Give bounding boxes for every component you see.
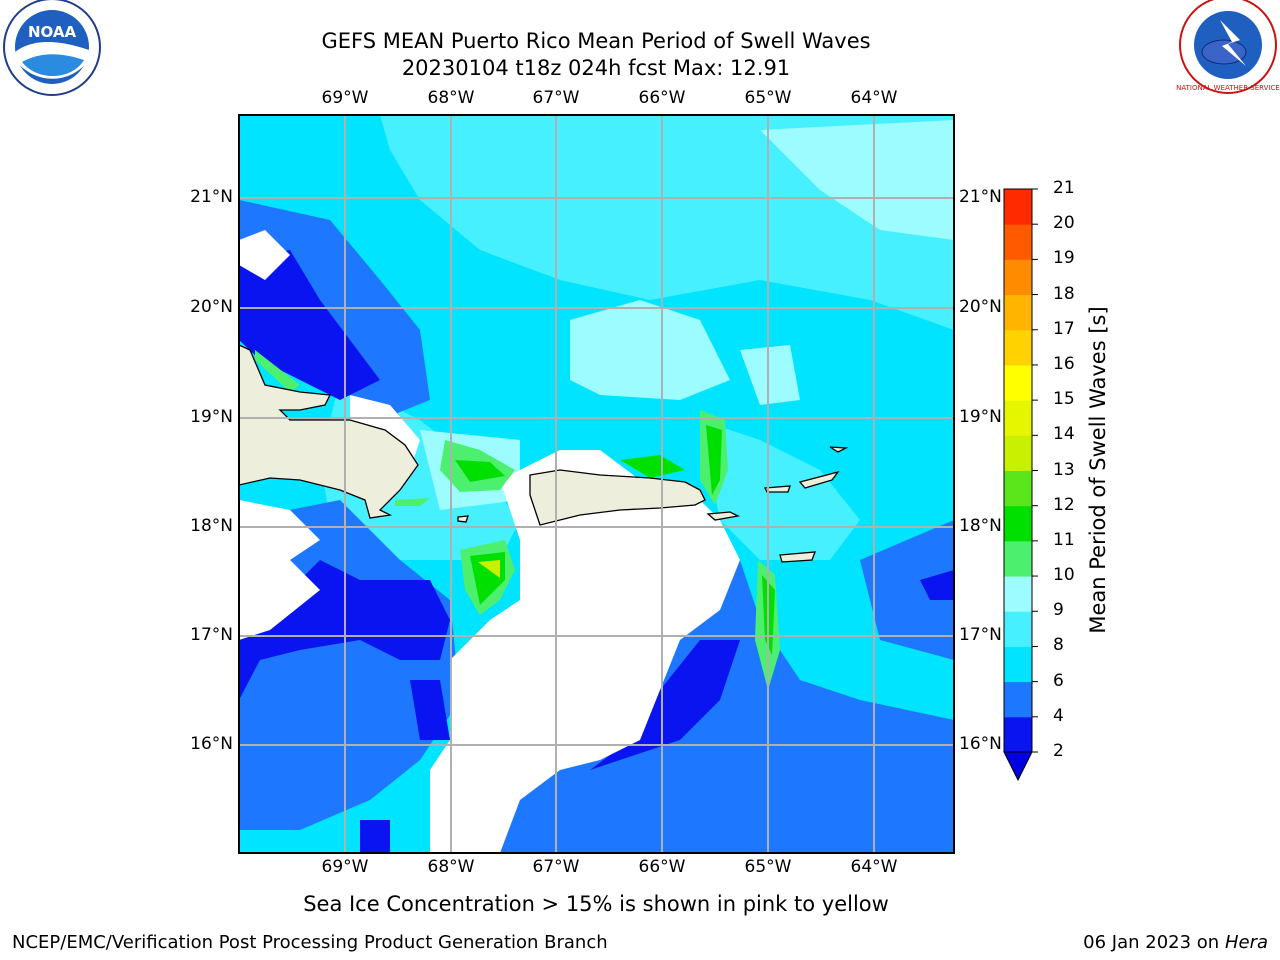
lat-label-right: 18°N xyxy=(959,516,1002,536)
colorbar-tick-label: 4 xyxy=(1053,705,1064,726)
swell-field-10s xyxy=(255,350,780,690)
colorbar-segment xyxy=(1004,435,1032,471)
sea-ice-note: Sea Ice Concentration > 15% is shown in … xyxy=(303,892,889,916)
mona-island xyxy=(457,515,469,523)
colorbar-segment xyxy=(1004,611,1032,647)
lon-label-top: 65°W xyxy=(744,88,792,108)
colorbar-tick-label: 2 xyxy=(1053,741,1064,761)
hispaniola xyxy=(239,344,419,519)
colorbar-segment xyxy=(1004,576,1032,612)
nws-logo-text: NATIONAL WEATHER SERVICE xyxy=(1176,84,1280,92)
colorbar-tick-label: 20 xyxy=(1053,213,1075,234)
colorbar-tick-label: 12 xyxy=(1053,494,1075,515)
colorbar xyxy=(1003,188,1038,782)
lon-label-top: 69°W xyxy=(321,88,369,108)
lat-label-right: 16°N xyxy=(959,734,1002,754)
lat-label-right: 17°N xyxy=(959,625,1002,645)
colorbar-segment xyxy=(1004,505,1032,542)
map-frame xyxy=(238,114,955,854)
noaa-logo-text: NOAA xyxy=(28,23,77,41)
colorbar-segment xyxy=(1004,646,1032,683)
colorbar-segment xyxy=(1004,681,1032,718)
lon-label-bottom: 65°W xyxy=(744,857,792,877)
chart-subtitle: 20230104 t18z 024h fcst Max: 12.91 xyxy=(401,56,791,80)
lon-label-bottom: 66°W xyxy=(638,857,686,877)
bvi xyxy=(798,470,840,489)
lon-label-top: 64°W xyxy=(850,88,898,108)
colorbar-segment xyxy=(1004,294,1032,331)
colorbar-segment xyxy=(1004,716,1032,753)
colorbar-segment xyxy=(1004,364,1032,401)
vieques xyxy=(706,511,741,521)
nws-logo: NATIONAL WEATHER SERVICE xyxy=(1176,0,1280,94)
colorbar-tick-label: 8 xyxy=(1053,635,1064,656)
colorbar-segment xyxy=(1004,189,1032,225)
lon-label-bottom: 68°W xyxy=(427,857,475,877)
colorbar-tick-label: 11 xyxy=(1053,529,1075,550)
colorbar-tick-label: 10 xyxy=(1053,565,1075,586)
lat-label-left: 20°N xyxy=(190,297,233,317)
lat-label-left: 17°N xyxy=(190,625,233,645)
colorbar-tick-label: 16 xyxy=(1053,353,1075,374)
colorbar-segment xyxy=(1004,224,1032,260)
map-field xyxy=(239,115,954,853)
colorbar-segment xyxy=(1004,540,1032,577)
graticule xyxy=(239,115,954,853)
colorbar-tick-label: 15 xyxy=(1053,389,1075,410)
footer-date-text: 06 Jan 2023 on xyxy=(1083,932,1225,953)
colorbar-tick-label: 19 xyxy=(1053,248,1075,269)
colorbar-segment xyxy=(1004,470,1032,507)
colorbar-tick-label: 18 xyxy=(1053,283,1075,304)
lon-label-top: 66°W xyxy=(638,88,686,108)
lon-label-top: 67°W xyxy=(532,88,580,108)
st-croix xyxy=(779,551,816,563)
colorbar-segment xyxy=(1004,259,1032,296)
colorbar-segment xyxy=(1004,329,1032,366)
footer-branch: NCEP/EMC/Verification Post Processing Pr… xyxy=(12,932,608,953)
footer-host: Hera xyxy=(1224,932,1268,953)
colorbar-tick-label: 9 xyxy=(1053,600,1064,621)
colorbar-tick-label: 14 xyxy=(1053,424,1075,445)
footer-date: 06 Jan 2023 on Hera xyxy=(1083,932,1268,953)
lat-label-left: 18°N xyxy=(190,516,233,536)
colorbar-label: Mean Period of Swell Waves [s] xyxy=(1086,306,1110,634)
lat-label-left: 16°N xyxy=(190,734,233,754)
lat-label-right: 21°N xyxy=(959,187,1002,207)
colorbar-segment xyxy=(1004,400,1032,436)
colorbar-tick-label: 6 xyxy=(1053,670,1064,691)
virgin-islands xyxy=(763,485,791,493)
colorbar-tick-label: 13 xyxy=(1053,459,1075,480)
colorbar-extend-arrow xyxy=(1003,751,1033,782)
lon-label-bottom: 69°W xyxy=(321,857,369,877)
lat-label-left: 19°N xyxy=(190,407,233,427)
lon-label-top: 68°W xyxy=(427,88,475,108)
chart-title: GEFS MEAN Puerto Rico Mean Period of Swe… xyxy=(321,29,871,53)
lon-label-bottom: 64°W xyxy=(850,857,898,877)
lat-label-left: 21°N xyxy=(190,187,233,207)
colorbar-tick-label: 17 xyxy=(1053,318,1075,339)
lat-label-right: 20°N xyxy=(959,297,1002,317)
colorbar-tick-label: 21 xyxy=(1053,178,1075,198)
anegada xyxy=(829,446,849,453)
lon-label-bottom: 67°W xyxy=(532,857,580,877)
lat-label-right: 19°N xyxy=(959,407,1002,427)
noaa-logo: NOAA xyxy=(3,0,101,96)
